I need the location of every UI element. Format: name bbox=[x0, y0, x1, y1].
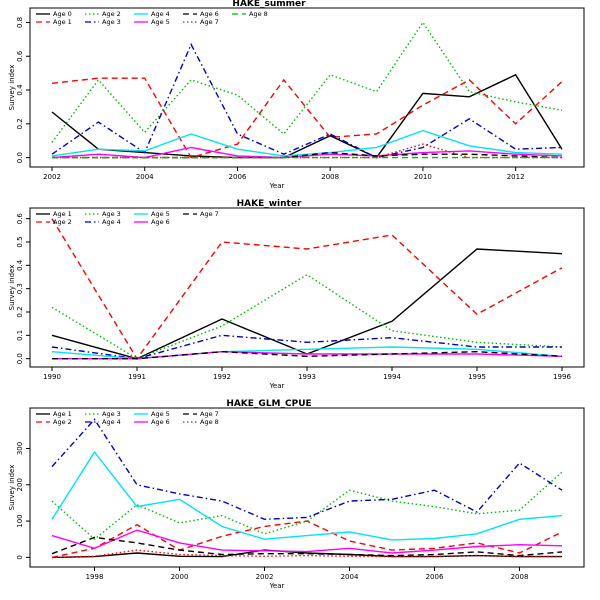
legend-label: Age 1 bbox=[53, 18, 72, 26]
series-line-age-2 bbox=[51, 520, 563, 559]
y-axis-label: Survey index bbox=[8, 265, 16, 311]
legend-label: Age 7 bbox=[200, 18, 219, 26]
series-line-age-5 bbox=[51, 450, 563, 541]
legend-label: Age 6 bbox=[200, 10, 219, 18]
chart-title: HAKE_summer bbox=[232, 0, 306, 9]
x-tick-label: 2004 bbox=[341, 573, 359, 581]
y-axis-label: Survey index bbox=[8, 65, 16, 111]
series-line-age-6 bbox=[51, 529, 563, 554]
x-tick-label: 2008 bbox=[511, 573, 529, 581]
x-tick-label: 2010 bbox=[414, 173, 432, 181]
legend-label: Age 3 bbox=[102, 210, 121, 218]
chart-panel-3: HAKE_GLM_CPUE 1998 2000 2002 2004 2006 2008 0 10… bbox=[8, 399, 585, 590]
legend-label: Age 5 bbox=[151, 410, 170, 418]
x-tick-label: 1996 bbox=[553, 373, 571, 381]
legend-label: Age 5 bbox=[151, 210, 170, 218]
legend-label: Age 6 bbox=[151, 418, 170, 426]
legend-label: Age 8 bbox=[200, 418, 219, 426]
series-line-age-3 bbox=[51, 273, 563, 360]
x-tick-label: 2012 bbox=[507, 173, 525, 181]
plot-frame bbox=[29, 407, 585, 568]
series-line-age-4 bbox=[51, 129, 563, 157]
series-line-age-1 bbox=[51, 549, 562, 559]
chart-panel-1: HAKE_summer 2002 2004 2006 2008 2010 2012 0.0 0.… bbox=[8, 0, 585, 190]
series-line-age-0 bbox=[51, 73, 563, 159]
legend-label: Age 4 bbox=[102, 418, 121, 426]
x-tick-label: 2002 bbox=[256, 573, 274, 581]
legend-label: Age 1 bbox=[53, 210, 72, 218]
legend-label: Age 1 bbox=[53, 410, 72, 418]
x-tick-label: 1998 bbox=[86, 573, 104, 581]
series-line-age-7 bbox=[52, 350, 563, 360]
legend-label: Age 8 bbox=[249, 10, 268, 18]
legend-label: Age 7 bbox=[200, 410, 219, 418]
legend-label: Age 6 bbox=[151, 218, 170, 226]
series-line-age-1 bbox=[51, 77, 563, 159]
legend-label: Age 3 bbox=[102, 18, 121, 26]
y-tick-label: 200 bbox=[16, 478, 24, 491]
x-axis-label: Year bbox=[269, 582, 285, 590]
chart-panel-2: HAKE_winter 1990 1991 1992 1993 1994 1995 1996 0… bbox=[8, 199, 585, 390]
legend-label: Age 7 bbox=[200, 210, 219, 218]
legend-label: Age 4 bbox=[151, 10, 170, 18]
x-tick-label: 1991 bbox=[128, 373, 146, 381]
x-tick-label: 2004 bbox=[136, 173, 154, 181]
y-tick-label: 0.3 bbox=[16, 283, 24, 294]
y-tick-label: 0.1 bbox=[16, 330, 24, 341]
x-tick-label: 2006 bbox=[426, 573, 444, 581]
legend-label: Age 5 bbox=[151, 18, 170, 26]
x-tick-label: 1992 bbox=[213, 373, 231, 381]
x-tick-label: 1990 bbox=[43, 373, 61, 381]
y-tick-label: 0.6 bbox=[16, 213, 24, 225]
legend-label: Age 2 bbox=[53, 418, 72, 426]
y-tick-label: 0.0 bbox=[16, 353, 24, 364]
legend-label: Age 2 bbox=[53, 218, 72, 226]
x-tick-label: 1994 bbox=[383, 373, 401, 381]
x-tick-label: 2000 bbox=[171, 573, 189, 581]
legend-label: Age 3 bbox=[102, 410, 121, 418]
series-line-age-8 bbox=[51, 549, 562, 559]
y-tick-label: 300 bbox=[16, 442, 24, 455]
plot-frame bbox=[29, 7, 585, 168]
series-line-age-2 bbox=[51, 21, 563, 143]
x-axis-label: Year bbox=[269, 182, 285, 190]
x-tick-label: 1995 bbox=[468, 373, 486, 381]
x-tick-label: 2008 bbox=[321, 173, 339, 181]
y-tick-label: 0.4 bbox=[16, 259, 24, 271]
series-line-age-4 bbox=[51, 418, 563, 521]
y-tick-label: 0.4 bbox=[16, 84, 24, 96]
x-axis-label: Year bbox=[269, 382, 285, 390]
x-tick-label: 2002 bbox=[43, 173, 61, 181]
y-tick-label: 0.8 bbox=[16, 17, 24, 28]
x-tick-label: 2006 bbox=[229, 173, 247, 181]
y-tick-label: 0.2 bbox=[16, 118, 24, 129]
legend-label: Age 0 bbox=[53, 10, 72, 18]
y-tick-label: 0 bbox=[16, 555, 24, 559]
x-tick-label: 1993 bbox=[298, 373, 316, 381]
series-line-age-3 bbox=[51, 42, 563, 159]
chart-title: HAKE_GLM_CPUE bbox=[226, 399, 311, 409]
y-tick-label: 0.2 bbox=[16, 306, 24, 317]
legend-label: Age 2 bbox=[102, 10, 121, 18]
plot-frame bbox=[29, 207, 585, 368]
chart-title: HAKE_winter bbox=[237, 199, 302, 209]
y-tick-label: 100 bbox=[16, 514, 24, 527]
y-tick-label: 0.5 bbox=[16, 236, 24, 247]
legend-label: Age 4 bbox=[102, 218, 121, 226]
y-tick-label: 0.6 bbox=[16, 50, 24, 62]
y-tick-label: 0.0 bbox=[16, 152, 24, 163]
y-axis-label: Survey index bbox=[8, 465, 16, 511]
